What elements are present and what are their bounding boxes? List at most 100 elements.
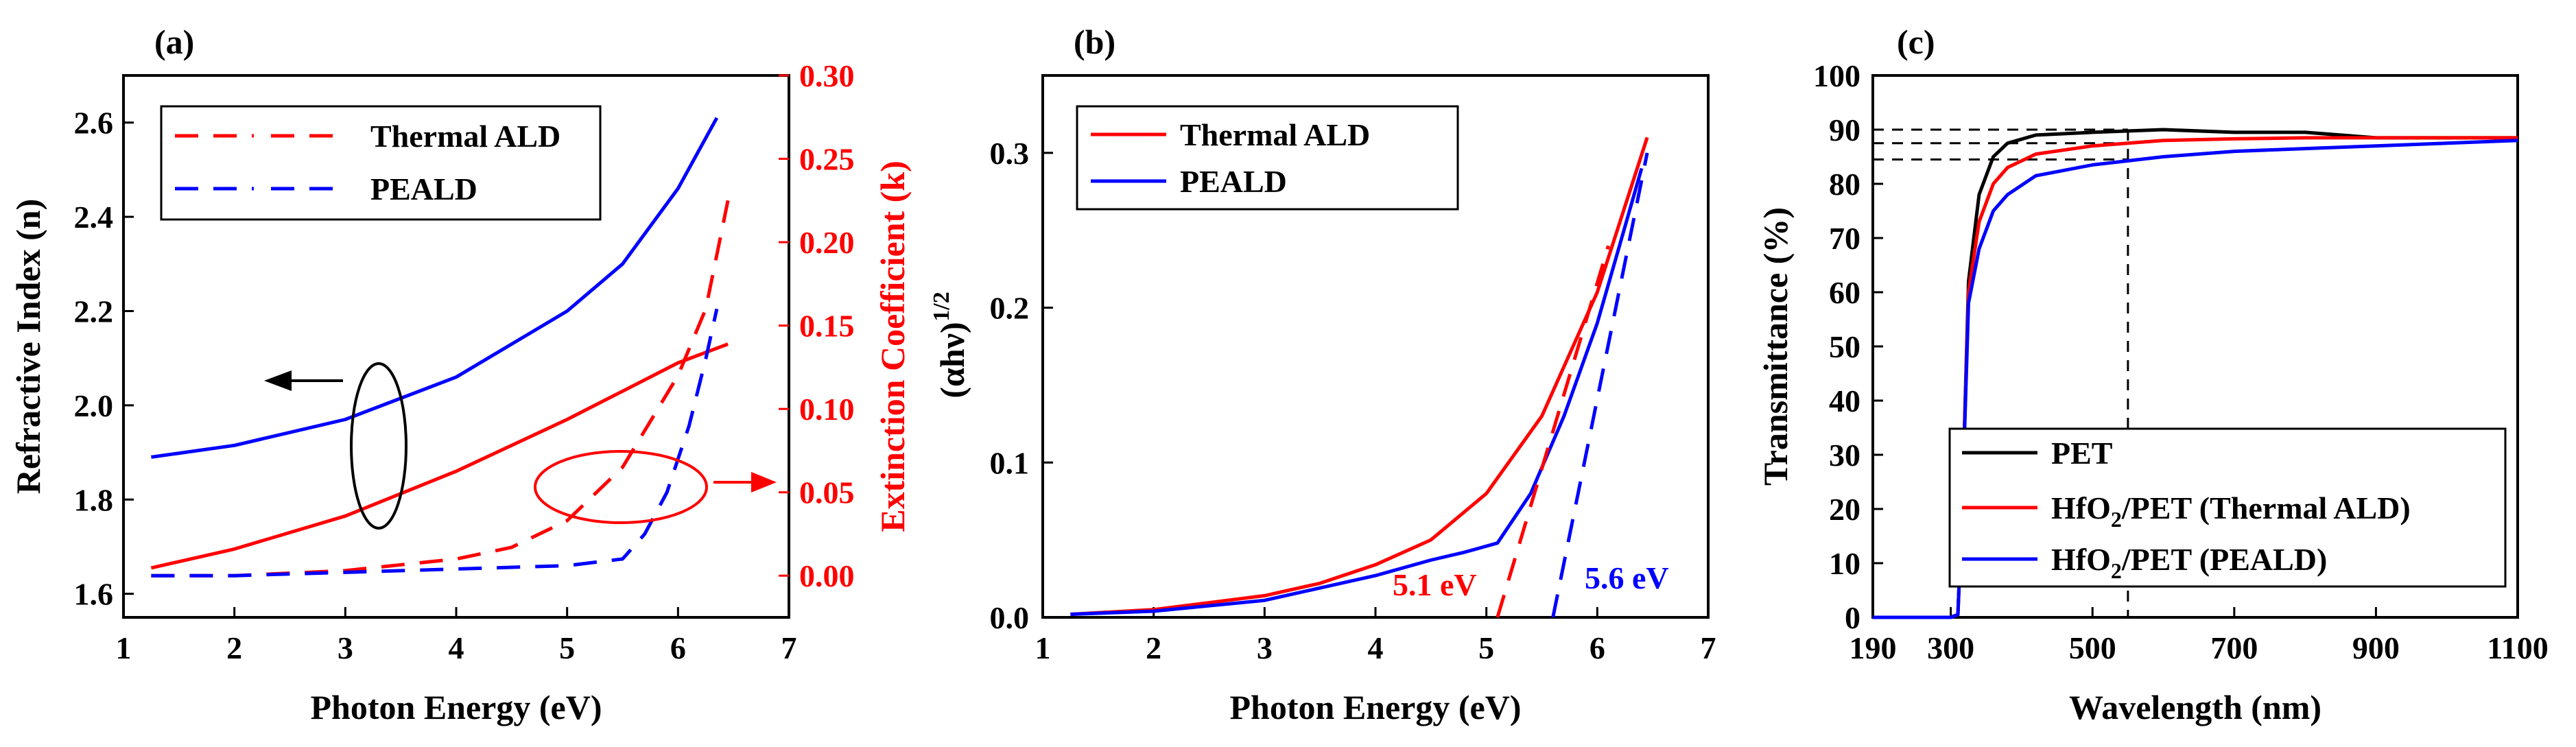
bandgap-peald-label: 5.6 eV [1585, 560, 1669, 595]
panel-b-x-label: Photon Energy (eV) [1230, 688, 1522, 726]
x-tick-label: 6 [670, 630, 686, 665]
panel-c: (c) 190 300 500 700 900 1100 0 10 20 30 40 50 60 70 8… [1756, 23, 2549, 726]
panel-a-series [150, 117, 730, 578]
x-tick-label: 1100 [2487, 630, 2548, 665]
panel-b-y-label: (αhν) [933, 322, 971, 398]
panel-c-legend-box [1948, 427, 2507, 588]
panel-b: (b) 1 2 3 4 5 6 7 0.0 0.1 0.2 0.3 Photon Energy (… [929, 23, 1716, 726]
y-tick-label: 2.6 [74, 106, 114, 141]
y-tick-label: 0.3 [990, 136, 1030, 171]
x-tick-label: 1 [116, 630, 132, 665]
y2-tick-label: 0.30 [799, 58, 855, 93]
right-axis-arrow-icon [751, 472, 777, 493]
panel-c-legend: PET HfO2/PET (Thermal ALD) HfO2/PET (PEA… [1948, 427, 2507, 588]
y2-tick-label: 0.00 [799, 558, 855, 593]
panel-b-y-label-group: (αhν) 1/2 [929, 292, 971, 398]
panel-a-y2-ticks: 0.00 0.05 0.10 0.15 0.20 0.25 0.30 [779, 58, 855, 593]
y-tick-label: 2.0 [74, 388, 114, 423]
x-tick-label: 190 [1850, 630, 1897, 665]
y-tick-label: 50 [1829, 329, 1860, 364]
y2-tick-label: 0.20 [799, 225, 855, 260]
x-tick-label: 6 [1590, 630, 1605, 665]
x-tick-label: 2 [226, 630, 242, 665]
panel-a-x-ticks: 1 2 3 4 5 6 7 [116, 607, 797, 665]
y-tick-label: 0 [1845, 600, 1860, 635]
y-tick-label: 20 [1829, 492, 1860, 527]
y-tick-label: 0.0 [990, 600, 1030, 635]
panel-c-x-ticks: 190 300 500 700 900 1100 [1850, 607, 2549, 665]
panel-b-legend: Thermal ALD PEALD [1076, 105, 1459, 211]
panel-b-series [1070, 137, 1649, 618]
panel-a-label: (a) [154, 23, 194, 61]
y2-tick-label: 0.15 [799, 309, 855, 344]
y-tick-label: 100 [1813, 58, 1860, 93]
panel-a-y-label: Refractive Index (n) [9, 199, 47, 494]
panel-b-y-label-sup: 1/2 [929, 292, 954, 321]
series-line [150, 342, 729, 570]
x-tick-label: 7 [781, 630, 797, 665]
panel-a-legend-peald: PEALD [370, 171, 477, 206]
legend-hfo-sub: 2 [2111, 507, 2122, 532]
series-line [151, 117, 719, 459]
y-tick-label: 80 [1829, 167, 1860, 202]
x-tick-label: 5 [1478, 630, 1494, 665]
legend-thermal-suffix: /PET (Thermal ALD) [2121, 490, 2411, 525]
panel-c-y-ticks: 0 10 20 30 40 50 60 70 80 90 100 [1813, 58, 1883, 635]
x-tick-label: 3 [1257, 630, 1273, 665]
panel-a-y-ticks: 1.6 1.8 2.0 2.2 2.4 2.6 [74, 106, 134, 612]
legend-hfo-prefix: HfO [2051, 490, 2111, 525]
y-tick-label: 2.2 [74, 294, 114, 329]
panel-c-legend-peald: HfO2/PET (PEALD) [2051, 542, 2327, 583]
panel-c-y-label: Transmittance (%) [1756, 207, 1795, 486]
panel-c-legend-pet: PET [2051, 436, 2112, 471]
y-tick-label: 0.2 [990, 291, 1030, 326]
bandgap-thermal-label: 5.1 eV [1393, 567, 1477, 602]
y2-tick-label: 0.10 [799, 392, 855, 427]
y-tick-label: 70 [1829, 221, 1860, 256]
y-tick-label: 30 [1829, 438, 1860, 473]
panel-a-x-label: Photon Energy (eV) [311, 688, 602, 726]
x-tick-label: 300 [1927, 630, 1974, 665]
y-tick-label: 1.6 [74, 577, 114, 612]
x-tick-label: 700 [2210, 630, 2258, 665]
series-line [151, 200, 730, 578]
panel-b-legend-box [1076, 105, 1459, 211]
panel-a-y2-label: Extinction Coefficient (k) [873, 161, 912, 532]
y-tick-label: 90 [1829, 112, 1860, 147]
panel-c-x-label: Wavelength (nm) [2069, 688, 2321, 726]
x-tick-label: 4 [449, 630, 464, 665]
legend-hfo-prefix-2: HfO [2051, 542, 2111, 577]
panel-c-legend-thermal: HfO2/PET (Thermal ALD) [2051, 490, 2411, 532]
panel-a-legend-thermal: Thermal ALD [370, 119, 560, 154]
n-curves-ellipse [350, 362, 407, 530]
legend-peald-suffix: /PET (PEALD) [2121, 542, 2327, 577]
series-line [151, 308, 719, 578]
series-line [1496, 245, 1610, 618]
y-tick-label: 0.1 [990, 445, 1030, 480]
y-tick-label: 40 [1829, 383, 1860, 418]
panel-b-legend-peald: PEALD [1180, 164, 1287, 199]
series-line [1551, 152, 1649, 618]
x-tick-label: 7 [1701, 630, 1716, 665]
panel-a-legend: Thermal ALD PEALD [160, 105, 602, 221]
panel-b-x-ticks: 1 2 3 4 5 6 7 [1035, 607, 1716, 665]
y2-tick-label: 0.25 [799, 142, 855, 177]
series-line [1070, 167, 1644, 616]
x-tick-label: 900 [2352, 630, 2400, 665]
y-tick-label: 2.4 [74, 200, 114, 235]
left-axis-arrow-icon [264, 370, 292, 391]
y-tick-label: 1.8 [74, 482, 114, 517]
k-curves-ellipse [534, 450, 708, 524]
y-tick-label: 10 [1829, 546, 1860, 581]
panel-b-label: (b) [1074, 23, 1115, 61]
x-tick-label: 1 [1035, 630, 1051, 665]
y2-tick-label: 0.05 [799, 475, 855, 510]
x-tick-label: 5 [559, 630, 575, 665]
x-tick-label: 500 [2069, 630, 2116, 665]
x-tick-label: 2 [1146, 630, 1161, 665]
x-tick-label: 3 [338, 630, 353, 665]
panel-a-legend-box [160, 105, 602, 221]
series-line [1070, 137, 1649, 616]
